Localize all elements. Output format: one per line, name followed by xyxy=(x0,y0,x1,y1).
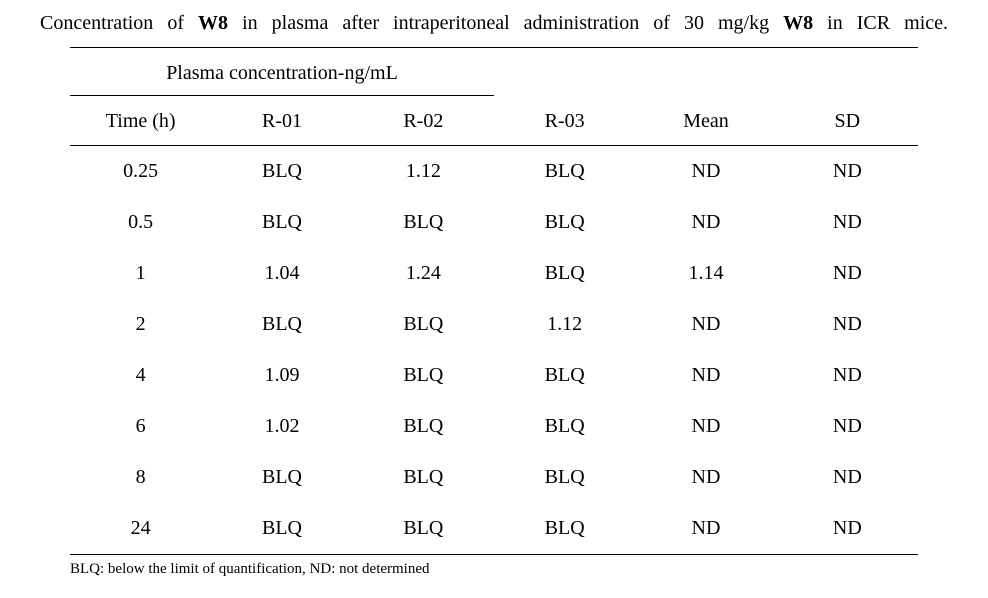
cell-time: 24 xyxy=(70,503,211,555)
cell-mean: ND xyxy=(635,350,776,401)
col-sd: SD xyxy=(777,96,918,146)
cell-time: 0.25 xyxy=(70,146,211,198)
group-header-row: Plasma concentration-ng/mL xyxy=(70,48,918,96)
cell-r01: 1.04 xyxy=(211,248,352,299)
cell-mean: ND xyxy=(635,197,776,248)
cell-r01: 1.09 xyxy=(211,350,352,401)
group-header-spacer xyxy=(494,48,918,96)
cell-r01: BLQ xyxy=(211,299,352,350)
cell-r02: BLQ xyxy=(353,350,494,401)
table-row: 1 1.04 1.24 BLQ 1.14 ND xyxy=(70,248,918,299)
cell-r03: BLQ xyxy=(494,248,635,299)
cell-mean: ND xyxy=(635,299,776,350)
caption-mid: in plasma after intraperitoneal administ… xyxy=(228,12,783,34)
cell-r03: BLQ xyxy=(494,452,635,503)
table-footnote: BLQ: below the limit of quantification, … xyxy=(70,561,918,578)
cell-sd: ND xyxy=(777,248,918,299)
cell-time: 6 xyxy=(70,401,211,452)
col-r03: R-03 xyxy=(494,96,635,146)
cell-r02: BLQ xyxy=(353,503,494,555)
table-caption: Concentration of W8 in plasma after intr… xyxy=(40,10,948,37)
cell-time: 2 xyxy=(70,299,211,350)
cell-sd: ND xyxy=(777,401,918,452)
cell-r02: BLQ xyxy=(353,401,494,452)
group-header: Plasma concentration-ng/mL xyxy=(70,48,494,96)
table-row: 8 BLQ BLQ BLQ ND ND xyxy=(70,452,918,503)
caption-bold-1: W8 xyxy=(198,12,228,34)
cell-sd: ND xyxy=(777,503,918,555)
caption-prefix: Concentration of xyxy=(40,12,198,34)
cell-mean: ND xyxy=(635,146,776,198)
table-row: 0.5 BLQ BLQ BLQ ND ND xyxy=(70,197,918,248)
cell-r01: BLQ xyxy=(211,197,352,248)
page-root: Concentration of W8 in plasma after intr… xyxy=(0,0,988,598)
cell-r02: 1.12 xyxy=(353,146,494,198)
table-body: 0.25 BLQ 1.12 BLQ ND ND 0.5 BLQ BLQ BLQ … xyxy=(70,146,918,555)
table-row: 6 1.02 BLQ BLQ ND ND xyxy=(70,401,918,452)
cell-sd: ND xyxy=(777,452,918,503)
caption-suffix: in ICR mice. xyxy=(813,12,948,34)
cell-r02: BLQ xyxy=(353,452,494,503)
table-row: 2 BLQ BLQ 1.12 ND ND xyxy=(70,299,918,350)
cell-r03: BLQ xyxy=(494,350,635,401)
cell-sd: ND xyxy=(777,197,918,248)
cell-sd: ND xyxy=(777,299,918,350)
cell-r02: BLQ xyxy=(353,197,494,248)
cell-mean: 1.14 xyxy=(635,248,776,299)
cell-r01: BLQ xyxy=(211,503,352,555)
cell-time: 1 xyxy=(70,248,211,299)
cell-time: 8 xyxy=(70,452,211,503)
cell-time: 4 xyxy=(70,350,211,401)
cell-r03: BLQ xyxy=(494,146,635,198)
caption-bold-2: W8 xyxy=(783,12,813,34)
col-r02: R-02 xyxy=(353,96,494,146)
cell-r02: 1.24 xyxy=(353,248,494,299)
cell-r01: BLQ xyxy=(211,452,352,503)
cell-r03: BLQ xyxy=(494,503,635,555)
cell-mean: ND xyxy=(635,503,776,555)
cell-r01: BLQ xyxy=(211,146,352,198)
cell-r01: 1.02 xyxy=(211,401,352,452)
table-container: Plasma concentration-ng/mL Time (h) R-01… xyxy=(70,47,918,555)
column-header-row: Time (h) R-01 R-02 R-03 Mean SD xyxy=(70,96,918,146)
cell-r03: BLQ xyxy=(494,197,635,248)
cell-sd: ND xyxy=(777,350,918,401)
plasma-concentration-table: Plasma concentration-ng/mL Time (h) R-01… xyxy=(70,47,918,555)
cell-r02: BLQ xyxy=(353,299,494,350)
cell-time: 0.5 xyxy=(70,197,211,248)
table-row: 0.25 BLQ 1.12 BLQ ND ND xyxy=(70,146,918,198)
table-row: 24 BLQ BLQ BLQ ND ND xyxy=(70,503,918,555)
col-r01: R-01 xyxy=(211,96,352,146)
cell-r03: 1.12 xyxy=(494,299,635,350)
col-mean: Mean xyxy=(635,96,776,146)
table-row: 4 1.09 BLQ BLQ ND ND xyxy=(70,350,918,401)
cell-r03: BLQ xyxy=(494,401,635,452)
cell-sd: ND xyxy=(777,146,918,198)
col-time: Time (h) xyxy=(70,96,211,146)
cell-mean: ND xyxy=(635,401,776,452)
cell-mean: ND xyxy=(635,452,776,503)
